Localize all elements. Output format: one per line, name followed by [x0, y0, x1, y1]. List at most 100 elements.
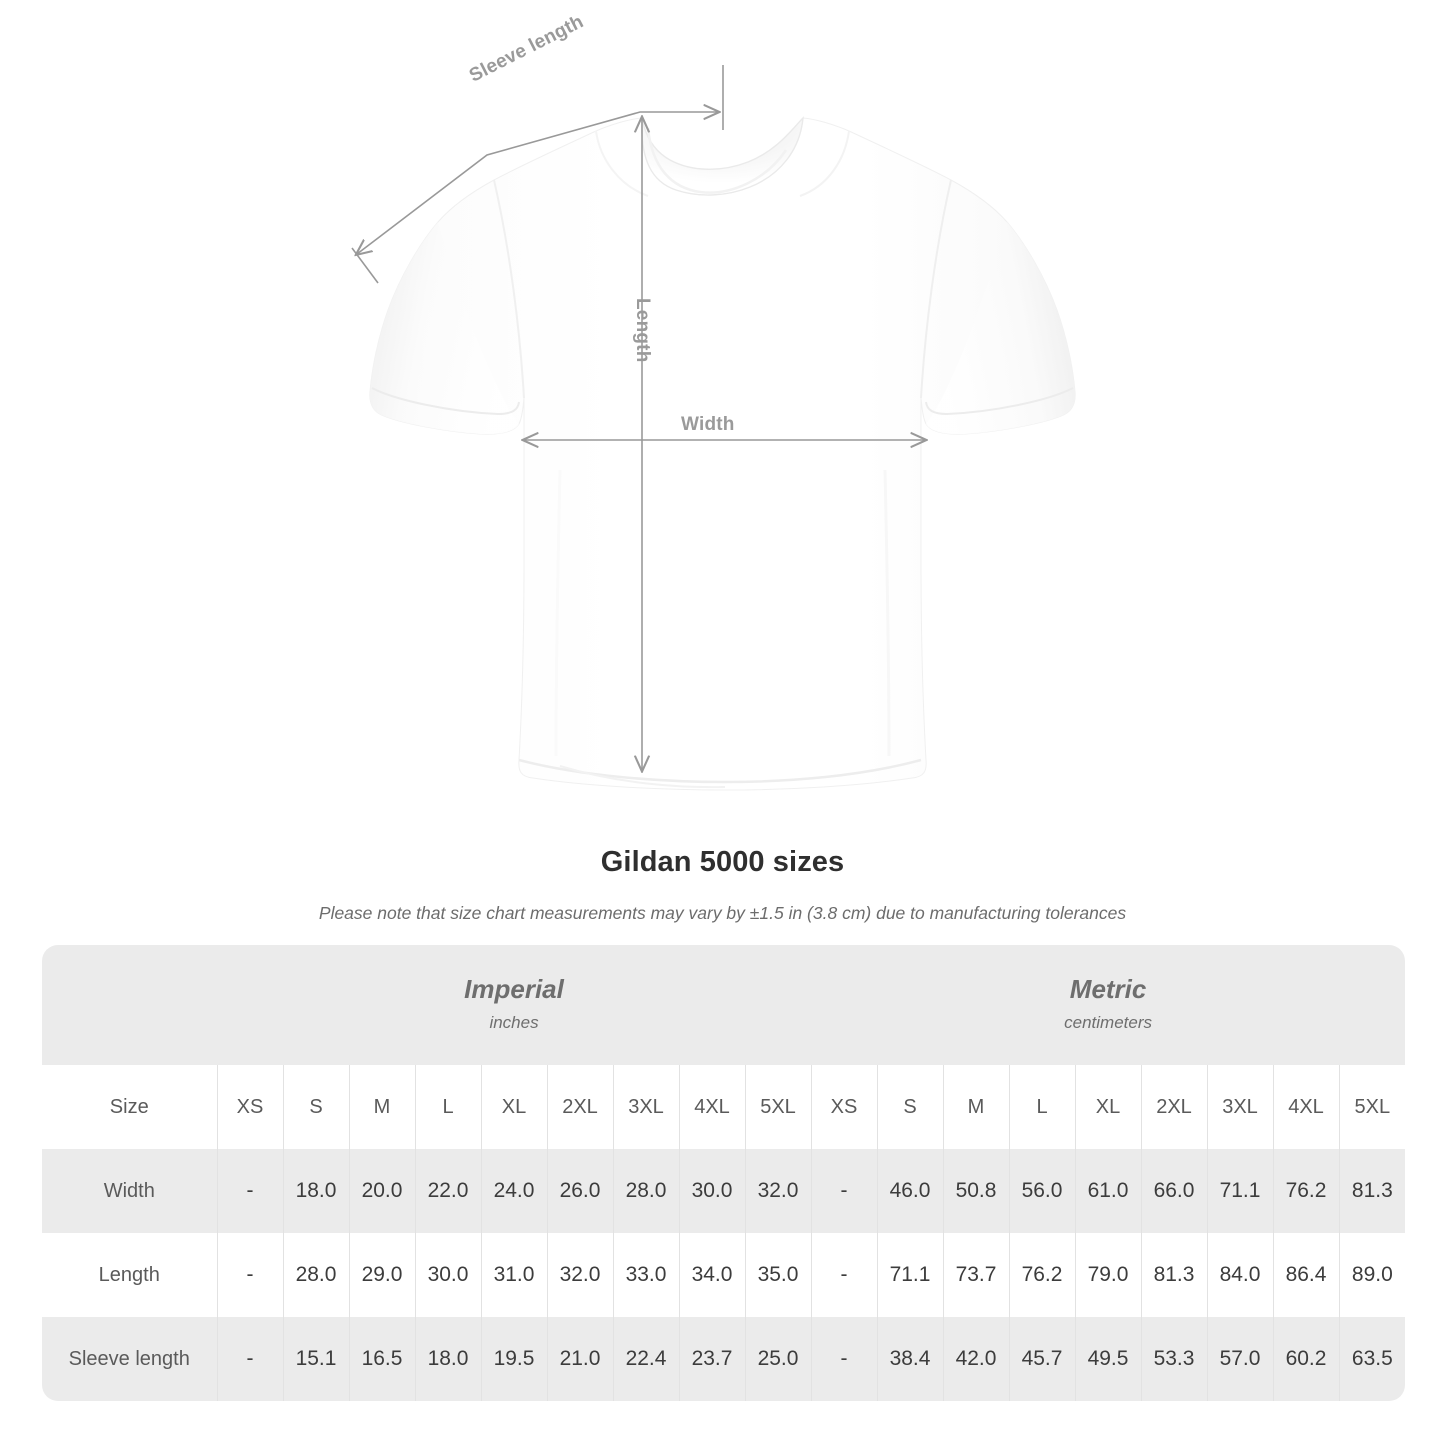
cell-sleeve-length-imperial-4xl: 23.7 — [678, 1317, 745, 1401]
cell-width-imperial-m: 20.0 — [348, 1149, 415, 1233]
cell-width-imperial-2xl: 26.0 — [546, 1149, 613, 1233]
right-sleeve-hem — [925, 387, 1074, 416]
size-header-imperial-xs: XS — [216, 1065, 283, 1149]
cell-sleeve-length-imperial-xs: - — [216, 1317, 283, 1401]
cell-length-imperial-3xl: 33.0 — [612, 1233, 679, 1317]
cell-width-imperial-s: 18.0 — [282, 1149, 349, 1233]
tolerance-note: Please note that size chart measurements… — [318, 903, 1127, 923]
size-header-metric-2xl: 2XL — [1140, 1065, 1208, 1149]
width-label: Width — [681, 414, 735, 435]
size-header-imperial-5xl: 5XL — [744, 1065, 812, 1149]
cell-sleeve-length-imperial-s: 15.1 — [282, 1317, 349, 1401]
cell-sleeve-length-imperial-m: 16.5 — [348, 1317, 415, 1401]
measurement-arrows — [351, 65, 925, 770]
fold-right — [883, 469, 891, 757]
cell-length-metric-xl: 79.0 — [1074, 1233, 1142, 1317]
fold-left — [554, 469, 562, 757]
unit-cell-imperial: Imperial inches — [217, 945, 812, 1065]
unit-subtitle-imperial: inches — [489, 1013, 539, 1032]
shirt-silhouette — [369, 116, 1076, 791]
left-sleeve-hem — [371, 387, 520, 416]
table-row-width: Width -18.0 20.0 22.0 24.0 26.0 28.0 30.0 32.0-… — [42, 1149, 1406, 1233]
cell-width-metric-5xl: 81.3 — [1338, 1149, 1406, 1233]
size-header-metric-l: L — [1008, 1065, 1076, 1149]
cell-sleeve-length-metric-3xl: 57.0 — [1206, 1317, 1274, 1401]
size-header-imperial-2xl: 2XL — [546, 1065, 613, 1149]
cell-length-imperial-2xl: 32.0 — [546, 1233, 613, 1317]
cell-width-imperial-xs: - — [216, 1149, 283, 1233]
unit-header-row: Imperial inches Metric centimeters — [42, 945, 1406, 1065]
size-header-row: Size XS S M L XL 2XL 3XL 4XL 5XL XS S M L XL 2XL 3XL 4XL… — [42, 1065, 1406, 1149]
cell-sleeve-length-imperial-xl: 19.5 — [480, 1317, 547, 1401]
unit-subtitle-metric: centimeters — [1064, 1013, 1153, 1032]
cell-length-metric-4xl: 86.4 — [1272, 1233, 1340, 1317]
cell-sleeve-length-metric-l: 45.7 — [1008, 1317, 1076, 1401]
cell-length-imperial-s: 28.0 — [282, 1233, 349, 1317]
size-header-metric-5xl: 5XL — [1338, 1065, 1406, 1149]
cell-length-imperial-m: 29.0 — [348, 1233, 415, 1317]
cell-length-imperial-4xl: 34.0 — [678, 1233, 745, 1317]
cell-width-metric-3xl: 71.1 — [1206, 1149, 1274, 1233]
cell-length-imperial-xl: 31.0 — [480, 1233, 547, 1317]
size-table: Imperial inches Metric centimeters Size … — [42, 945, 1406, 1401]
cell-width-imperial-l: 22.0 — [414, 1149, 481, 1233]
cell-sleeve-length-imperial-2xl: 21.0 — [546, 1317, 613, 1401]
row-label-sleeve-length: Sleeve length — [42, 1317, 217, 1401]
cell-sleeve-length-imperial-l: 18.0 — [414, 1317, 481, 1401]
cell-sleeve-length-metric-5xl: 63.5 — [1338, 1317, 1406, 1401]
cell-length-metric-5xl: 89.0 — [1338, 1233, 1406, 1317]
size-header-metric-4xl: 4XL — [1272, 1065, 1340, 1149]
cell-width-metric-xs: - — [810, 1149, 878, 1233]
size-header-label: Size — [42, 1065, 217, 1149]
page-title: Gildan 5000 sizes — [600, 846, 845, 878]
cell-width-imperial-5xl: 32.0 — [744, 1149, 812, 1233]
tshirt-diagram: Sleeve length Length Width — [351, 11, 1076, 791]
title-block: Gildan 5000 sizes Please note that size … — [0, 845, 1445, 924]
size-header-metric-xl: XL — [1074, 1065, 1142, 1149]
size-header-imperial-m: M — [348, 1065, 415, 1149]
cell-length-metric-m: 73.7 — [942, 1233, 1010, 1317]
right-shoulder-line — [799, 130, 850, 197]
unit-title-imperial: Imperial — [464, 974, 564, 1004]
sleeve-length-arrow — [357, 112, 718, 254]
size-header-metric-s: S — [876, 1065, 944, 1149]
cell-sleeve-length-imperial-3xl: 22.4 — [612, 1317, 679, 1401]
size-header-metric-m: M — [942, 1065, 1010, 1149]
hem-fold — [559, 765, 726, 789]
shirt-body-path — [369, 117, 1076, 791]
cell-length-metric-3xl: 84.0 — [1206, 1233, 1274, 1317]
cell-sleeve-length-metric-4xl: 60.2 — [1272, 1317, 1340, 1401]
cell-sleeve-length-metric-m: 42.0 — [942, 1317, 1010, 1401]
cell-width-metric-s: 46.0 — [876, 1149, 944, 1233]
size-header-imperial-s: S — [282, 1065, 349, 1149]
unit-spacer-cell — [42, 945, 217, 1065]
sleeve-hem-tick — [351, 247, 379, 284]
left-sleeve-shade — [369, 222, 519, 435]
cell-width-metric-xl: 61.0 — [1074, 1149, 1142, 1233]
cell-width-imperial-4xl: 30.0 — [678, 1149, 745, 1233]
cell-width-imperial-xl: 24.0 — [480, 1149, 547, 1233]
unit-title-metric: Metric — [1069, 974, 1147, 1004]
cell-length-imperial-xs: - — [216, 1233, 283, 1317]
row-label-length: Length — [42, 1233, 217, 1317]
unit-cell-metric: Metric centimeters — [811, 945, 1406, 1065]
cell-length-metric-2xl: 81.3 — [1140, 1233, 1208, 1317]
tshirt-illustration-svg — [351, 65, 1076, 791]
right-sleeve-shade — [926, 222, 1076, 435]
cell-width-metric-m: 50.8 — [942, 1149, 1010, 1233]
size-header-imperial-xl: XL — [480, 1065, 547, 1149]
row-label-width: Width — [42, 1149, 217, 1233]
cell-sleeve-length-imperial-5xl: 25.0 — [744, 1317, 812, 1401]
table-row-sleeve-length: Sleeve length -15.1 16.5 18.0 19.5 21.0 22.4 2… — [42, 1317, 1406, 1401]
cell-length-metric-l: 76.2 — [1008, 1233, 1076, 1317]
cell-length-metric-s: 71.1 — [876, 1233, 944, 1317]
cell-width-imperial-3xl: 28.0 — [612, 1149, 679, 1233]
table-row-length: Length -28.0 29.0 30.0 31.0 32.0 33.0 34.0 35.0… — [42, 1233, 1406, 1317]
cell-sleeve-length-metric-xs: - — [810, 1317, 878, 1401]
cell-width-metric-2xl: 66.0 — [1140, 1149, 1208, 1233]
cell-sleeve-length-metric-xl: 49.5 — [1074, 1317, 1142, 1401]
size-header-metric-3xl: 3XL — [1206, 1065, 1274, 1149]
size-header-metric-xs: XS — [810, 1065, 878, 1149]
cell-sleeve-length-metric-2xl: 53.3 — [1140, 1317, 1208, 1401]
